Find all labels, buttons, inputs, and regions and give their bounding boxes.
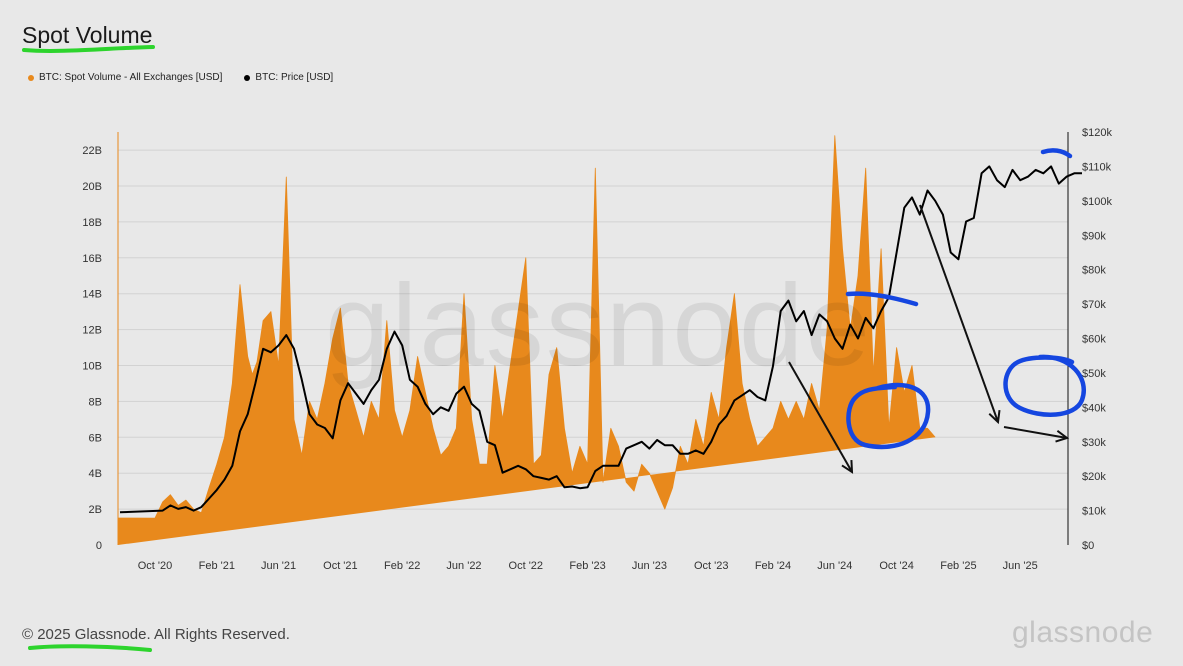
- right-axis-tick-label: $20k: [1082, 471, 1106, 483]
- left-axis-tick-label: 12B: [82, 325, 102, 337]
- right-axis-tick-label: $30k: [1082, 437, 1106, 449]
- x-axis-tick-label: Oct '22: [509, 560, 544, 572]
- right-axis-tick-label: $10k: [1082, 506, 1106, 518]
- left-axis-tick-label: 6B: [89, 432, 102, 444]
- left-axis-tick-label: 2B: [89, 504, 102, 516]
- left-axis-tick-label: 0: [96, 540, 102, 552]
- right-axis-tick-label: $90k: [1082, 230, 1106, 242]
- x-axis-tick-label: Feb '22: [384, 560, 420, 572]
- right-axis-tick-label: $70k: [1082, 299, 1106, 311]
- right-axis-tick-label: $40k: [1082, 402, 1106, 414]
- legend-item-price[interactable]: BTC: Price [USD]: [244, 72, 333, 83]
- page-title: Spot Volume: [22, 22, 153, 48]
- annotation-arrow-1: [788, 361, 853, 473]
- x-axis-tick-label: Jun '25: [1003, 560, 1038, 572]
- glassnode-watermark: glassnode: [325, 260, 872, 390]
- right-axis-tick-label: $0: [1082, 540, 1094, 552]
- price-line: [119, 165, 1082, 514]
- legend-label-volume: BTC: Spot Volume - All Exchanges [USD]: [39, 72, 223, 83]
- annotation-mark-2: [1040, 148, 1073, 159]
- right-axis-tick-label: $120k: [1082, 127, 1112, 139]
- legend: BTC: Spot Volume - All Exchanges [USD] B…: [28, 72, 333, 83]
- copyright-underline: [28, 644, 152, 652]
- left-axis-tick-label: 22B: [82, 145, 102, 157]
- left-axis-tick-label: 14B: [82, 289, 102, 301]
- x-axis-tick-label: Jun '22: [446, 560, 481, 572]
- left-axis-tick-label: 16B: [82, 253, 102, 265]
- legend-dot-price: [244, 74, 251, 81]
- annotation-arrow-3: [1003, 426, 1068, 439]
- right-axis-tick-label: $100k: [1082, 196, 1112, 208]
- x-axis-tick-label: Oct '20: [138, 560, 173, 572]
- right-axis-tick-label: $110k: [1082, 161, 1112, 173]
- annotation-arrow-3-head: [1055, 429, 1070, 443]
- x-axis-tick-label: Feb '21: [199, 560, 235, 572]
- annotation-arrow-2-head: [988, 409, 1001, 425]
- x-axis-tick-label: Jun '23: [632, 560, 667, 572]
- left-axis-tick-label: 8B: [89, 396, 102, 408]
- right-axis-tick-label: $60k: [1082, 334, 1106, 346]
- annotation-mark-1: [845, 291, 919, 307]
- x-axis-tick-label: Oct '23: [694, 560, 729, 572]
- legend-item-volume[interactable]: BTC: Spot Volume - All Exchanges [USD]: [28, 72, 222, 83]
- x-axis-tick-label: Oct '21: [323, 560, 358, 572]
- annotation-arrow-1-head: [841, 459, 854, 474]
- x-axis-tick-label: Feb '24: [755, 560, 791, 572]
- left-axis-tick-label: 20B: [82, 181, 102, 193]
- x-axis-tick-label: Jun '24: [817, 560, 852, 572]
- x-axis-tick-label: Feb '25: [940, 560, 976, 572]
- x-axis-tick-label: Feb '23: [569, 560, 605, 572]
- title-underline: [22, 45, 155, 53]
- left-axis-tick-label: 18B: [82, 217, 102, 229]
- volume-area: [117, 135, 936, 545]
- right-axis-tick-label: $80k: [1082, 265, 1106, 277]
- copyright-notice: © 2025 Glassnode. All Rights Reserved.: [22, 626, 290, 643]
- glassnode-logo: glassnode: [1012, 616, 1154, 649]
- annotation-circle-1: [846, 382, 931, 450]
- legend-label-price: BTC: Price [USD]: [255, 72, 334, 83]
- left-axis-tick-label: 4B: [89, 468, 102, 480]
- annotation-circle-2: [1003, 354, 1086, 417]
- left-axis-tick-label: 10B: [82, 361, 102, 373]
- x-axis-tick-label: Oct '24: [879, 560, 914, 572]
- x-axis-tick-label: Jun '21: [261, 560, 296, 572]
- legend-dot-volume: [28, 74, 34, 81]
- right-axis-tick-label: $50k: [1082, 368, 1106, 380]
- annotation-arrow-2: [919, 204, 999, 423]
